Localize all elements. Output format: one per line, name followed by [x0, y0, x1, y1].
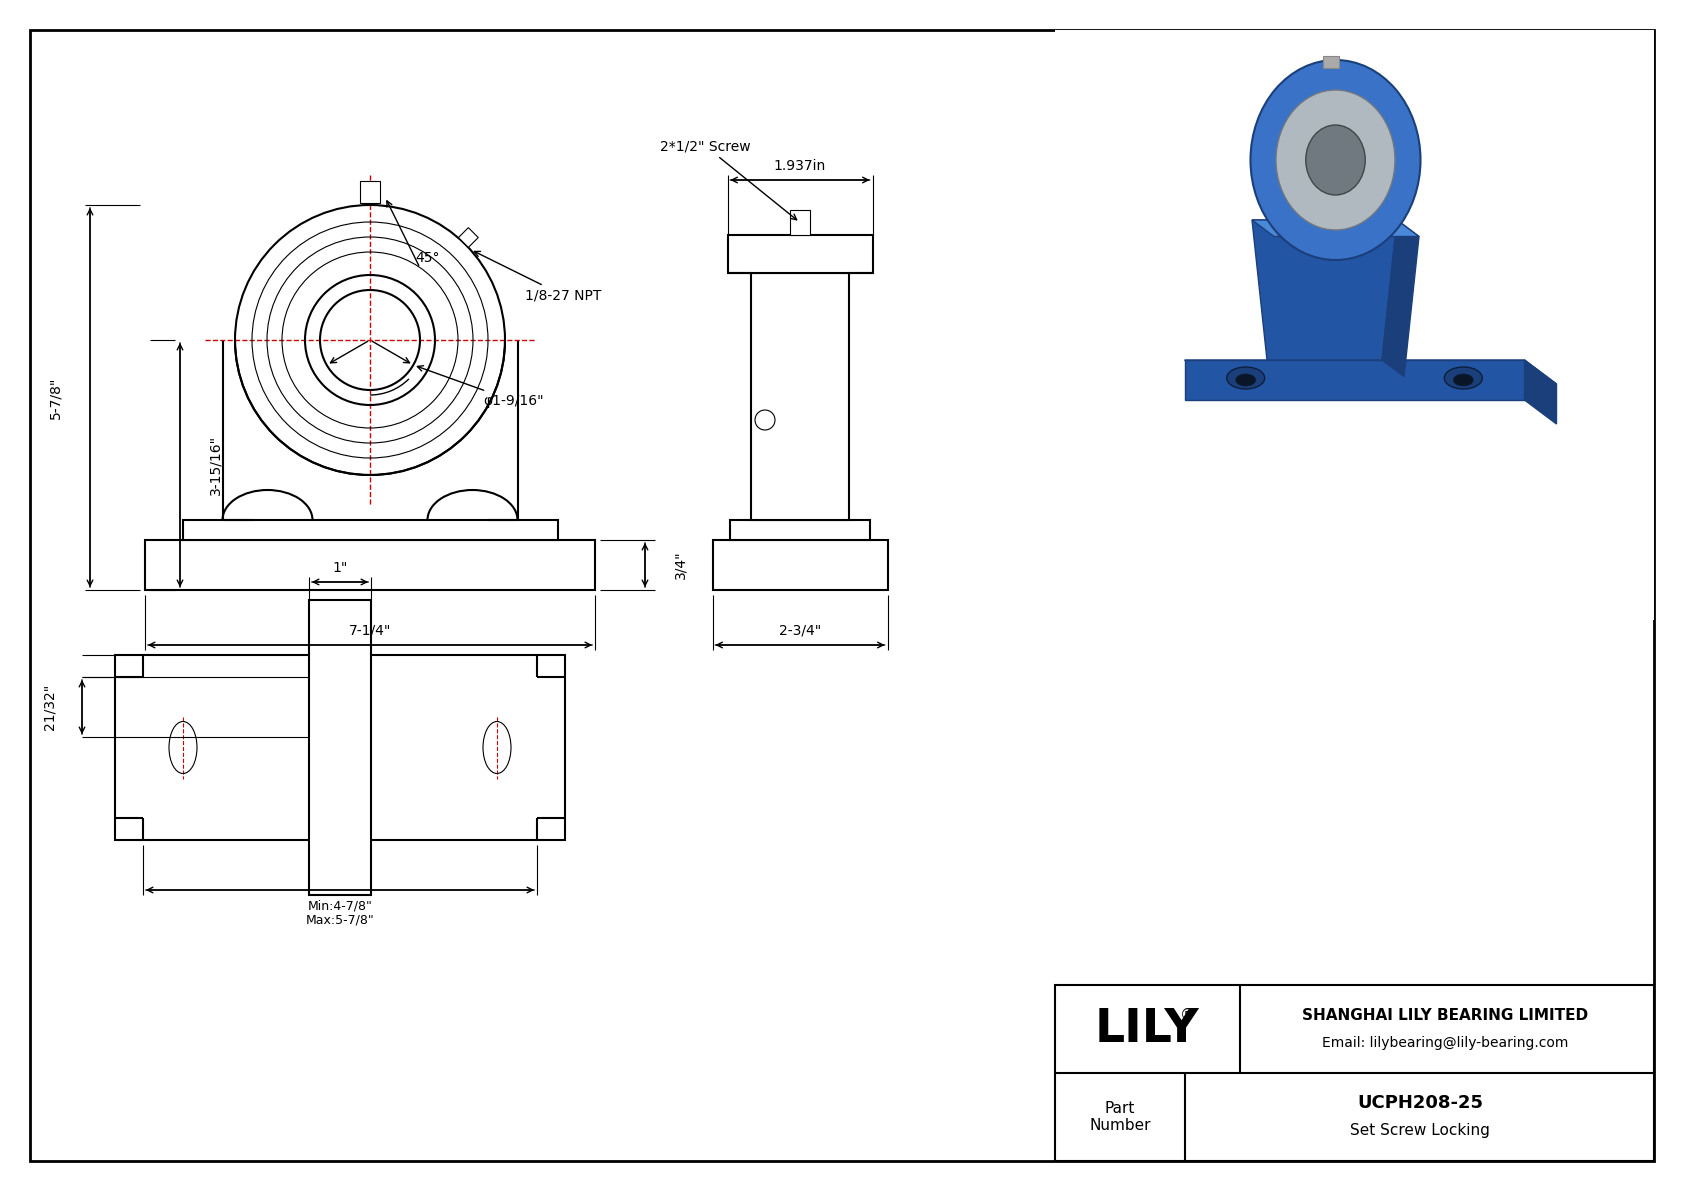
Ellipse shape — [1453, 374, 1474, 386]
Bar — [1054, 30, 1654, 621]
Text: 3-15/16": 3-15/16" — [209, 435, 222, 495]
Bar — [458, 227, 478, 248]
Bar — [1322, 56, 1339, 68]
Polygon shape — [1251, 220, 1420, 237]
Bar — [1054, 985, 1654, 1161]
Bar — [145, 540, 594, 590]
Polygon shape — [1383, 220, 1420, 376]
Text: 1": 1" — [332, 561, 347, 575]
Text: ®: ® — [1180, 1008, 1196, 1023]
Text: 45°: 45° — [414, 251, 440, 266]
Ellipse shape — [1305, 125, 1366, 195]
Bar — [182, 520, 557, 540]
Text: 3/4": 3/4" — [674, 550, 687, 579]
Ellipse shape — [1276, 91, 1394, 230]
Text: Set Screw Locking: Set Screw Locking — [1351, 1123, 1490, 1139]
Text: φ1-9/16": φ1-9/16" — [418, 366, 544, 409]
Text: 1/8-27 NPT: 1/8-27 NPT — [475, 251, 601, 303]
Bar — [308, 600, 370, 894]
Text: 5-7/8": 5-7/8" — [49, 376, 62, 419]
Ellipse shape — [1251, 60, 1421, 260]
Bar — [115, 655, 566, 840]
Bar — [727, 235, 872, 273]
Text: Max:5-7/8": Max:5-7/8" — [305, 913, 374, 927]
Text: 2*1/2" Screw: 2*1/2" Screw — [660, 139, 797, 220]
Bar — [751, 273, 849, 520]
Text: LILY: LILY — [1095, 1006, 1199, 1052]
Polygon shape — [1251, 220, 1398, 360]
Bar — [729, 520, 871, 540]
Bar — [712, 540, 887, 590]
Text: 2-3/4": 2-3/4" — [780, 624, 822, 638]
Ellipse shape — [1226, 367, 1265, 389]
Text: 1.937in: 1.937in — [775, 160, 827, 173]
Ellipse shape — [1445, 367, 1482, 389]
Polygon shape — [1524, 360, 1556, 424]
Text: UCPH208-25: UCPH208-25 — [1357, 1095, 1484, 1112]
Text: Min:4-7/8": Min:4-7/8" — [308, 899, 372, 912]
Bar — [790, 210, 810, 235]
Polygon shape — [1184, 360, 1556, 384]
Ellipse shape — [1236, 374, 1256, 386]
Text: 7-1/4": 7-1/4" — [349, 624, 391, 638]
Bar — [360, 181, 381, 202]
Text: Email: lilybearing@lily-bearing.com: Email: lilybearing@lily-bearing.com — [1322, 1036, 1568, 1050]
Text: Part
Number: Part Number — [1090, 1100, 1150, 1133]
Text: 21/32": 21/32" — [42, 684, 56, 730]
Text: SHANGHAI LILY BEARING LIMITED: SHANGHAI LILY BEARING LIMITED — [1302, 1008, 1588, 1023]
Polygon shape — [1184, 360, 1524, 400]
